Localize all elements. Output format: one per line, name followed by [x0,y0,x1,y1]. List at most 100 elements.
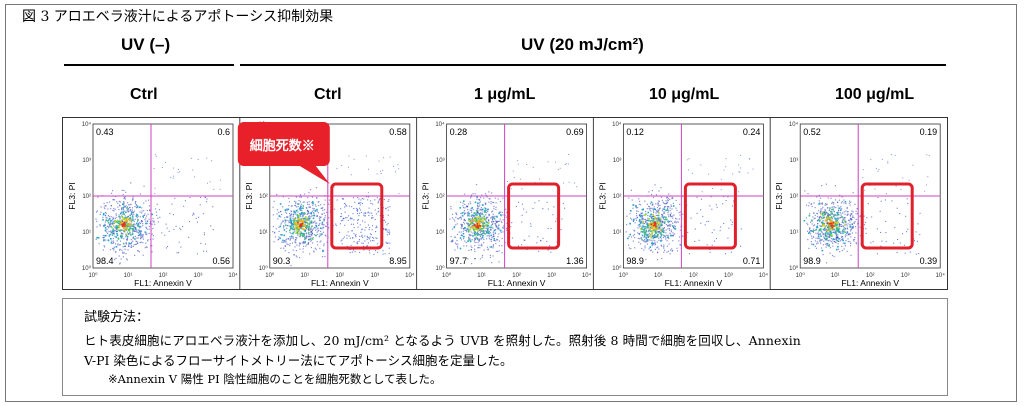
event-dot-apoptotic [359,235,361,237]
event-dot-dense [144,231,147,233]
event-dot [125,253,127,255]
event-dot [842,229,844,231]
event-dot [483,231,485,233]
event-dot-dense [476,214,478,216]
event-dot [470,202,472,205]
event-dot [115,214,117,216]
event-dot [501,237,503,240]
event-dot [124,215,126,217]
event-dot [824,217,826,219]
event-dot-dense [314,210,317,212]
event-dot [469,238,471,240]
event-dot [835,231,837,233]
event-dot [115,257,117,259]
event-dot [135,243,138,245]
event-dot-dense [826,229,828,232]
event-dot [299,242,301,244]
event-dot [809,231,811,233]
event-dot-dense [123,226,126,228]
quadrant-value-upper-right: 0.24 [743,127,761,137]
event-dot [846,231,848,233]
event-dot [818,200,820,202]
event-dot [832,231,834,233]
event-dot [644,247,646,249]
event-dot-dense [639,218,641,221]
event-dot [854,221,856,223]
event-dot [103,240,105,242]
event-dot [670,216,672,218]
event-dot [119,217,121,219]
event-dot [825,238,827,240]
event-dot-dense [475,218,478,220]
event-dot [837,201,839,203]
event-dot [842,225,844,227]
event-dot-dense [493,238,495,240]
event-dot-apoptotic [354,251,356,253]
event-dot-apoptotic [365,212,367,214]
event-dot [488,201,490,203]
event-dot-dense [644,227,646,230]
event-dot-dense [461,215,464,217]
event-dot [479,247,481,249]
event-dot [478,240,480,242]
event-dot-apoptotic [733,200,735,202]
event-dot [833,255,835,258]
event-dot-dense [844,242,846,245]
event-dot-dense [500,214,502,217]
event-dot [491,223,493,226]
event-dot [651,190,653,192]
event-dot-apoptotic [382,216,384,218]
event-dot [475,233,477,235]
event-dot-dense [480,221,483,223]
event-dot [655,214,657,216]
event-dot-dense [139,233,141,236]
event-dot [148,205,151,207]
event-dot [835,214,837,216]
event-dot-dense [299,206,302,209]
event-dot-dense [479,219,482,221]
event-dot [634,230,636,232]
event-dot [666,240,668,242]
event-dot [839,211,841,214]
event-dot-dense [289,227,292,229]
event-dot [104,208,106,210]
event-dot-dense [826,237,828,240]
event-dot-dense [632,204,635,206]
event-dot-apoptotic [363,214,365,216]
event-dot [311,202,313,204]
event-dot [863,224,866,226]
event-dot-late [398,193,400,195]
event-dot-dense [137,219,139,221]
event-dot-dense [467,240,469,243]
event-dot [132,237,134,239]
event-dot-dense [825,225,827,228]
event-dot-dense [301,218,304,220]
event-dot-apoptotic [364,235,366,237]
event-dot [842,225,844,227]
event-dot-dense [650,227,653,230]
event-dot [679,236,681,238]
event-dot [806,222,808,224]
event-dot [820,221,823,223]
event-dot [135,204,137,206]
event-dot [852,226,854,228]
event-dot [104,246,106,248]
event-dot [141,220,143,223]
event-dot-dense [123,230,125,232]
event-dot-apoptotic [355,236,357,238]
event-dot-apoptotic [909,251,911,253]
event-dot [808,202,810,204]
event-dot [311,210,314,212]
event-dot-apoptotic [343,236,345,238]
event-dot [677,221,679,223]
event-dot [108,219,110,222]
event-dot [481,245,483,247]
event-dot [119,204,121,206]
event-dot-dense [844,231,846,234]
event-dot [654,230,657,232]
event-dot [812,216,814,218]
event-dot-dense [650,233,652,236]
event-dot-late [732,173,734,175]
event-dot-apoptotic [532,207,534,209]
event-dot-apoptotic [200,242,202,244]
